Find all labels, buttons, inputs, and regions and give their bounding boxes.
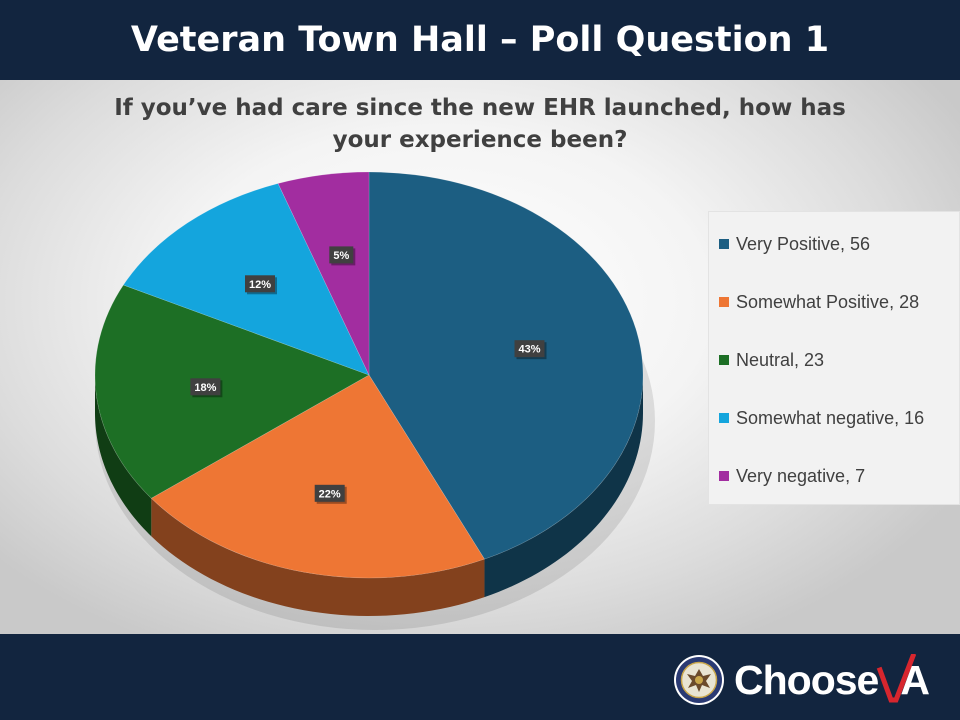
- legend-label: Somewhat Positive, 28: [736, 291, 920, 312]
- legend-item-somewhat-positive: Somewhat Positive, 28: [719, 290, 919, 314]
- va-checkmark-icon: [877, 654, 917, 703]
- data-label-neutral: 18%: [190, 378, 223, 398]
- legend-swatch: [719, 413, 729, 423]
- data-label-text: 22%: [319, 488, 341, 500]
- data-label-box: [314, 484, 345, 502]
- va-seal-icon: [674, 655, 724, 705]
- pie-side-neutral: [95, 375, 152, 537]
- pie-slice-very-positive: [368, 171, 644, 560]
- legend-label: Very negative, 7: [736, 465, 866, 486]
- data-label-very-negative: 5%: [329, 246, 356, 266]
- chart-title-line-1: If you’ve had care since the new EHR lau…: [114, 95, 846, 121]
- legend-swatch: [719, 471, 729, 481]
- slide-title: Veteran Town Hall – Poll Question 1: [130, 20, 830, 60]
- data-label-text: 18%: [194, 382, 216, 394]
- brand-prefix: Choose: [734, 657, 879, 703]
- pie-slice-somewhat-positive: [150, 374, 485, 579]
- data-label-text: 5%: [333, 250, 349, 262]
- choose-va-logo: Choose A: [734, 654, 930, 704]
- data-label-text: 12%: [249, 279, 271, 291]
- data-label-box: [190, 378, 221, 396]
- data-label-box: [514, 340, 545, 358]
- brand-va-mark: A: [877, 654, 930, 704]
- slide-header: Veteran Town Hall – Poll Question 1: [0, 0, 960, 80]
- pie-top: [94, 171, 644, 579]
- chart-title-line-2: your experience been?: [332, 127, 628, 153]
- legend-label: Very Positive, 56: [736, 233, 871, 254]
- chart-area: 43% 22% 18% 12% 5% If you’ve had care since …: [0, 80, 960, 634]
- legend-swatch: [719, 239, 729, 249]
- pie-side-somewhat-positive: [151, 498, 485, 616]
- pie-slice-very-negative: [277, 171, 370, 376]
- data-label-text: 43%: [518, 344, 540, 356]
- legend-swatch: [719, 297, 729, 307]
- legend-swatch: [719, 355, 729, 365]
- chart-title: If you’ve had care since the new EHR lau…: [60, 92, 900, 156]
- pie-slice-neutral: [94, 284, 370, 499]
- legend-item-very-positive: Very Positive, 56: [719, 232, 870, 256]
- pie-chart: 43% 22% 18% 12% 5%: [94, 171, 655, 630]
- chart-legend: Very Positive, 56 Somewhat Positive, 28 …: [708, 211, 960, 505]
- data-label-somewhat-negative: 12%: [245, 275, 277, 295]
- data-label-somewhat-positive: 22%: [314, 484, 347, 504]
- slide-footer: Choose A: [0, 634, 960, 720]
- pie-labels: 43% 22% 18% 12% 5%: [190, 246, 547, 504]
- legend-item-neutral: Neutral, 23: [719, 348, 824, 372]
- legend-item-very-negative: Very negative, 7: [719, 464, 865, 488]
- data-label-box: [245, 275, 275, 293]
- legend-label: Neutral, 23: [736, 349, 825, 370]
- pie-side-very-positive: [484, 375, 643, 598]
- data-label-box: [329, 246, 354, 264]
- legend-item-somewhat-negative: Somewhat negative, 16: [719, 406, 924, 430]
- data-label-very-positive: 43%: [514, 340, 547, 360]
- legend-label: Somewhat negative, 16: [736, 407, 925, 428]
